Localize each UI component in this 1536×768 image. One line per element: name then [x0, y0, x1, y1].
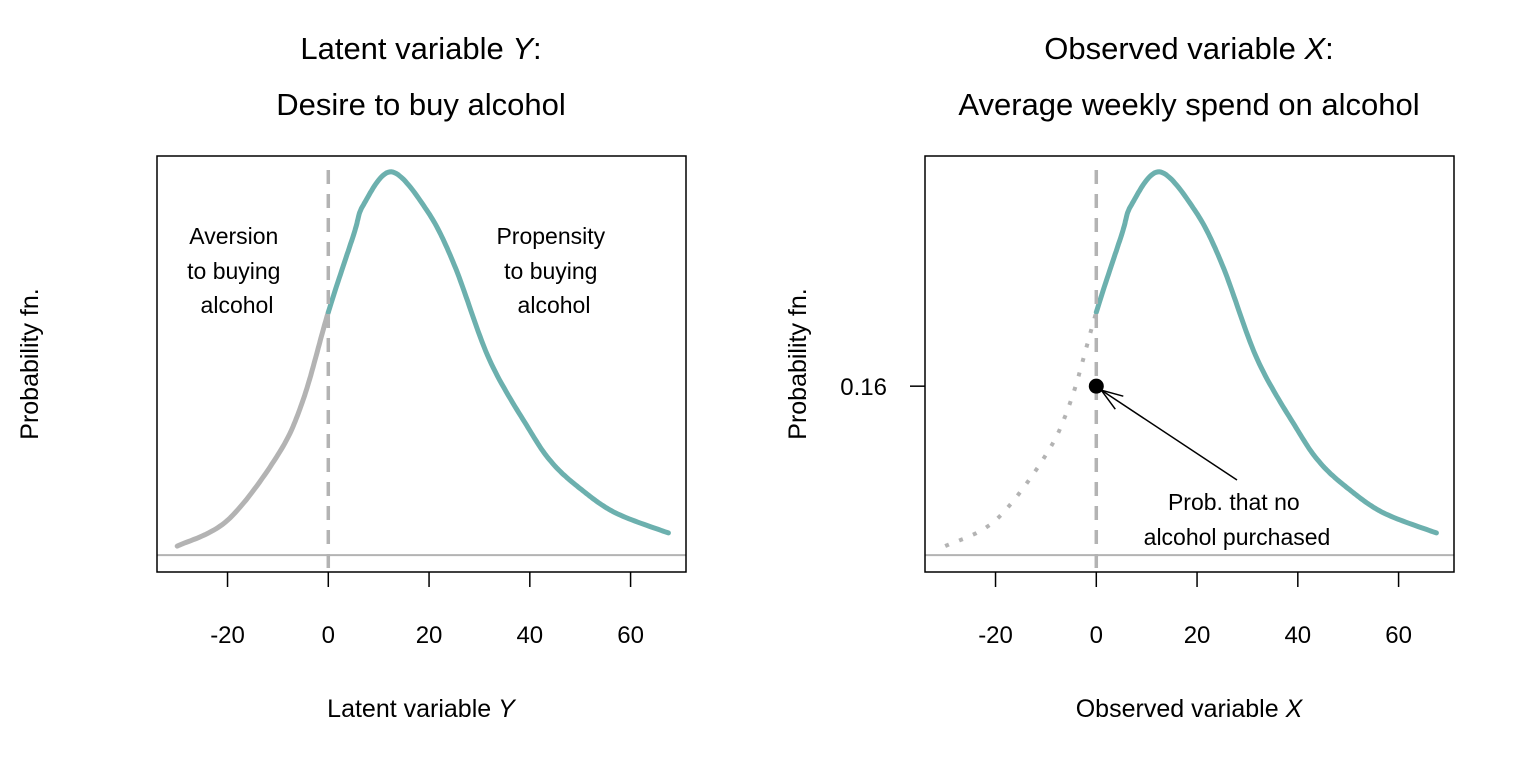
- left-x-axis-label: Latent variable Y: [327, 695, 517, 723]
- right-x-tick-label: 40: [1284, 622, 1311, 649]
- left-title-line1: Latent variable Y:: [300, 31, 541, 66]
- left-x-tick-label: 60: [617, 622, 644, 649]
- left-title-line2: Desire to buy alcohol: [276, 87, 566, 122]
- right-y-tick-label: 0.16: [840, 374, 887, 401]
- left-y-axis-label: Probability fn.: [16, 288, 44, 439]
- right-no-purchase-point: [1088, 378, 1104, 394]
- left-x-tick-label: 20: [416, 622, 443, 649]
- right-annotation-arrow-shaft: [1100, 389, 1238, 481]
- left-annotation-propensity: Propensity to buying alcohol: [496, 223, 611, 318]
- right-y-axis-label: Probability fn.: [784, 288, 812, 439]
- left-curve-below-threshold: [174, 309, 331, 549]
- left-x-tick-label: -20: [210, 622, 245, 649]
- right-annotation-no-purchase: Prob. that no alcohol purchased: [1144, 489, 1331, 550]
- right-title-line2: Average weekly spend on alcohol: [958, 87, 1419, 122]
- right-curve-below-threshold: [944, 311, 1099, 548]
- right-x-tick-label: 0: [1090, 622, 1103, 649]
- right-title-line1: Observed variable X:: [1044, 31, 1334, 66]
- left-x-tick-label: 0: [322, 622, 335, 649]
- right-curve-above-threshold: [1093, 169, 1439, 536]
- left-annotation-aversion: Aversion to buying alcohol: [187, 223, 287, 318]
- left-curve-above-threshold: [325, 169, 671, 536]
- right-plot-frame: [924, 155, 1455, 573]
- left-plot-frame: [156, 155, 687, 573]
- left-x-tick-label: 40: [516, 622, 543, 649]
- right-x-axis-label: Observed variable X: [1076, 695, 1304, 723]
- right-x-tick-label: -20: [978, 622, 1013, 649]
- right-x-tick-label: 20: [1184, 622, 1211, 649]
- right-x-tick-label: 60: [1385, 622, 1412, 649]
